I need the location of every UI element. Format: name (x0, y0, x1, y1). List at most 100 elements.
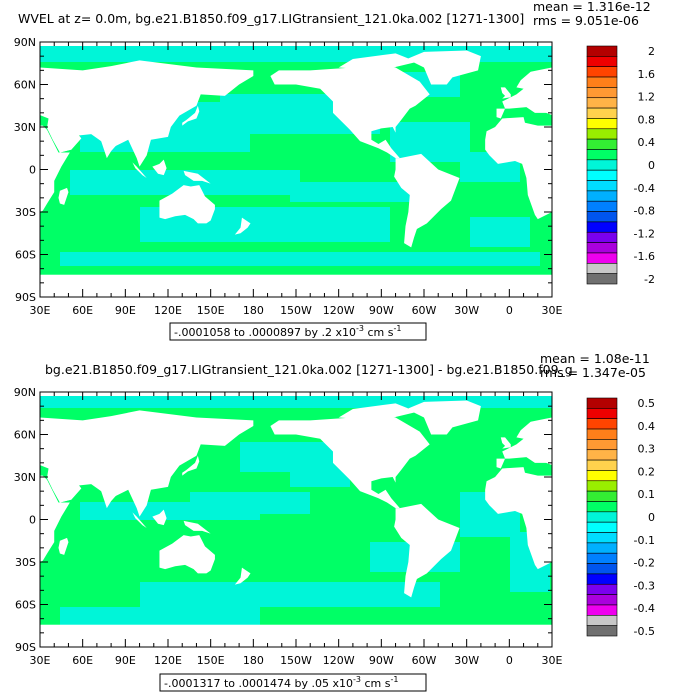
x-tick-label: 60W (412, 654, 437, 667)
x-tick-label: 30W (454, 304, 479, 317)
panel-2-y-axis: 90N 60N 30N 0 30S 60S 90S (14, 386, 552, 654)
panel-1-map (40, 42, 552, 297)
land-newzealand (234, 217, 251, 235)
land-africa (40, 475, 70, 562)
land-southAm (394, 153, 460, 248)
panel-2-map (40, 392, 552, 647)
colorbar-label: -0.8 (634, 205, 655, 218)
x-tick-label: 120E (154, 304, 182, 317)
y-tick-label: 0 (29, 514, 36, 527)
colorbar-swatch (586, 470, 618, 482)
colorbar-swatch (586, 76, 618, 88)
y-tick-label: 90N (14, 386, 36, 399)
colorbar-swatch (586, 439, 618, 451)
colorbar-swatch (586, 542, 618, 554)
colorbar-label: -1.2 (634, 227, 655, 240)
panel-1-range-box: -.0001058 to .0000897 by .2 x10-3 cm s-1 (169, 322, 427, 341)
colorbar-label: 2 (648, 45, 655, 58)
panel-2-x-axis: 30E 60E 90E 120E 150E 180 150W 120W 90W 60W 30W 0 30… (30, 392, 563, 667)
x-tick-label: 90E (115, 654, 136, 667)
land-eurasia (40, 60, 254, 167)
colorbar-label: -2 (644, 273, 655, 286)
land-madagascar (58, 187, 69, 205)
colorbar-swatch (586, 200, 618, 212)
colorbar-swatch (586, 428, 618, 440)
colorbar-swatch (586, 56, 618, 67)
x-tick-label: 60E (72, 304, 93, 317)
ocean-field (40, 392, 552, 647)
colorbar-swatch (586, 159, 618, 171)
land-australia (159, 185, 215, 224)
land-eurasia (40, 410, 254, 517)
land-arcticIslands (338, 53, 417, 71)
panel-2-title: bg.e21.B1850.f09_g17.LIGtransient_121.0k… (45, 362, 573, 377)
land-sumatra (132, 162, 147, 178)
colorbar-swatch (586, 594, 618, 606)
x-tick-label: 150E (197, 654, 225, 667)
colorbar-swatch (586, 490, 618, 502)
panel-2-range-box: -.0001317 to .0001474 by .05 x10-3 cm s-… (159, 673, 427, 692)
panel-1: WVEL at z= 0.0m, bg.e21.B1850.f09_g17.LI… (14, 0, 655, 341)
range-box-frame (169, 322, 427, 341)
panel-2-mean: mean = 1.08e-11 (540, 351, 650, 366)
x-tick-label: 60E (72, 654, 93, 667)
land-borneo (152, 159, 167, 176)
land-newzealand (234, 567, 251, 585)
range-box-frame (159, 673, 427, 692)
x-tick-label: 30E (30, 654, 51, 667)
y-tick-label: 30N (14, 471, 36, 484)
colorbar-swatch (586, 501, 618, 513)
colorbar-swatch (586, 138, 618, 150)
colorbar-swatch (586, 480, 618, 492)
land-greenland (406, 400, 481, 435)
y-tick-label: 60N (14, 79, 36, 92)
y-tick-label: 90S (15, 291, 36, 304)
land-africa (485, 467, 552, 570)
land-eurasia (496, 67, 552, 119)
x-tick-label: 120W (323, 304, 355, 317)
y-tick-label: 0 (29, 164, 36, 177)
x-tick-label: 0 (506, 654, 513, 667)
y-tick-label: 90S (15, 641, 36, 654)
colorbar-swatch (586, 615, 618, 626)
colorbar-swatch (586, 573, 618, 585)
land-madagascar (58, 537, 69, 555)
land-arabia (47, 122, 82, 153)
y-tick-label: 60S (15, 249, 36, 262)
colorbar-label: -0.4 (634, 602, 655, 615)
colorbar-swatch (586, 418, 618, 430)
land-arabia (47, 472, 82, 503)
panel-1-y-axis: 90N 60N 30N 0 30S 60S 90S (14, 36, 552, 304)
land-arcticIslands (338, 403, 417, 421)
x-tick-label: 30W (454, 654, 479, 667)
land-greenland (406, 50, 481, 85)
colorbar-swatch (586, 242, 618, 254)
colorbar-label: 0.2 (638, 465, 656, 478)
colorbar-swatch (586, 408, 618, 419)
panel-2: bg.e21.B1850.f09_g17.LIGtransient_121.0k… (14, 351, 656, 692)
colorbar-swatch (586, 231, 618, 243)
y-tick-label: 30N (14, 121, 36, 134)
colorbar-label: -0.4 (634, 182, 655, 195)
colorbar-swatch (586, 563, 618, 575)
land-newguinea (183, 520, 211, 534)
range-label: -.0001317 to .0001474 by .05 x10-3 cm s-… (164, 675, 398, 690)
colorbar-swatch (586, 45, 618, 57)
colorbar-swatch (586, 552, 618, 564)
land-india (94, 477, 129, 509)
x-tick-label: 150E (197, 304, 225, 317)
x-tick-label: 150W (280, 304, 312, 317)
land-newguinea (183, 170, 211, 184)
colorbar-swatch (586, 128, 618, 140)
panel-2-rms: rms = 1.347e-05 (540, 365, 646, 380)
colorbar-swatch (586, 180, 618, 192)
y-tick-label: 30S (15, 206, 36, 219)
x-tick-label: 120E (154, 654, 182, 667)
land-sumatra (132, 512, 147, 528)
range-label: -.0001058 to .0000897 by .2 x10-3 cm s-1 (174, 324, 401, 339)
colorbar-swatch (586, 511, 618, 523)
colorbar-label: -0.3 (634, 579, 655, 592)
y-tick-label: 60N (14, 429, 36, 442)
colorbar-swatch (586, 521, 618, 533)
